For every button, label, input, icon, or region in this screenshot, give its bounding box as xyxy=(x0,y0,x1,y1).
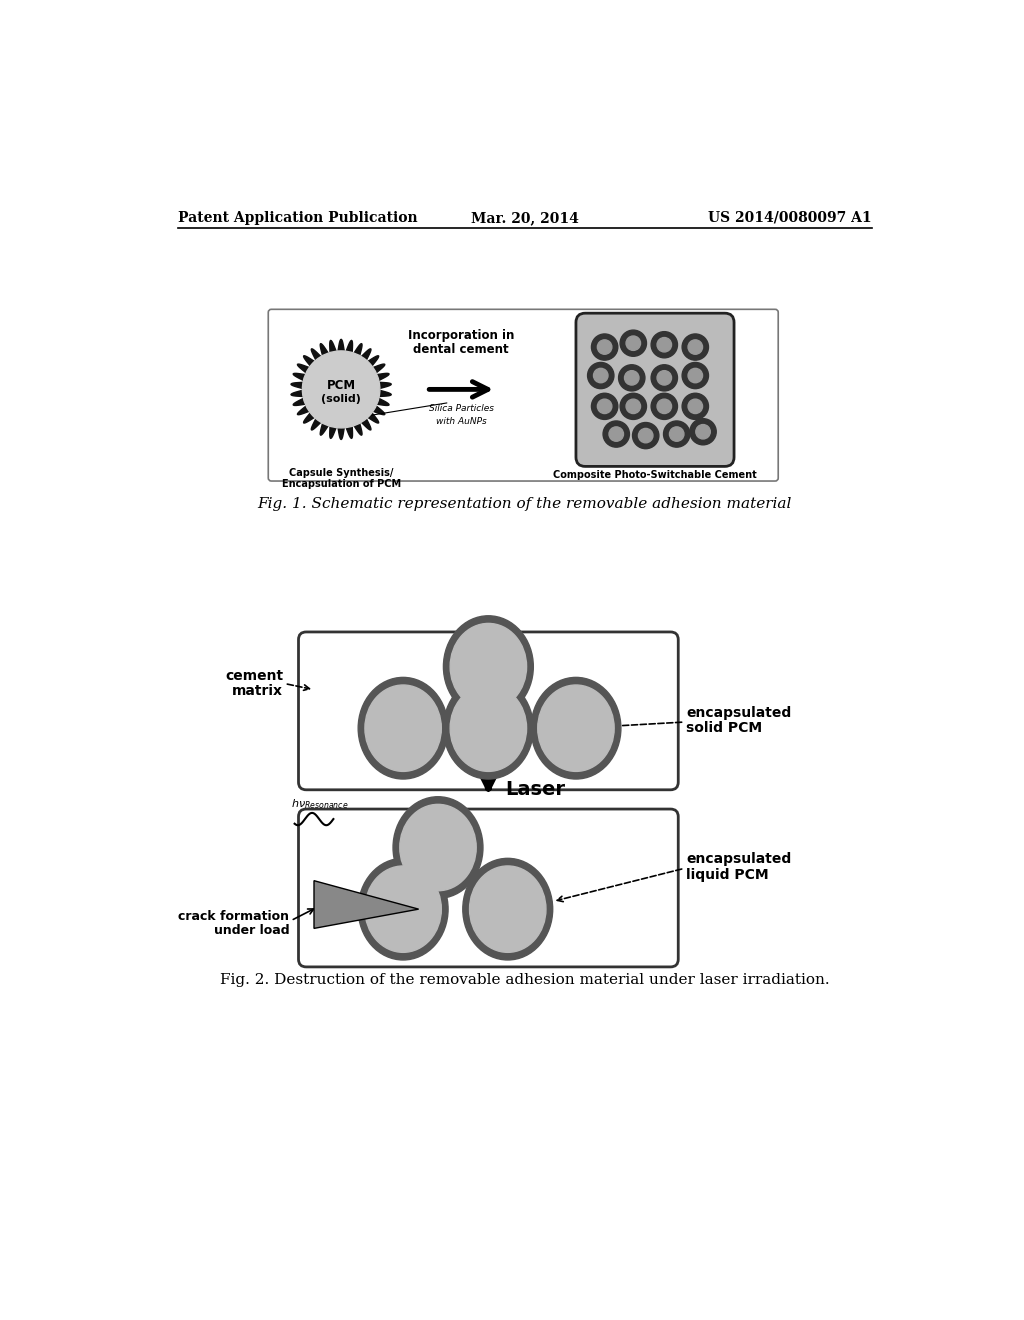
Ellipse shape xyxy=(443,677,534,779)
FancyBboxPatch shape xyxy=(575,313,734,466)
Text: Encapsulation of PCM: Encapsulation of PCM xyxy=(282,479,400,488)
Ellipse shape xyxy=(682,363,709,388)
Polygon shape xyxy=(314,880,419,928)
Ellipse shape xyxy=(690,418,716,445)
Ellipse shape xyxy=(443,615,534,718)
Ellipse shape xyxy=(657,371,672,385)
Text: Laser: Laser xyxy=(506,780,565,800)
Ellipse shape xyxy=(592,334,617,360)
Text: Incorporation in: Incorporation in xyxy=(408,329,514,342)
Text: crack formation: crack formation xyxy=(178,911,289,924)
Ellipse shape xyxy=(592,393,617,420)
Ellipse shape xyxy=(588,363,614,388)
Text: Mar. 20, 2014: Mar. 20, 2014 xyxy=(471,211,579,224)
Text: Fig. 1. Schematic representation of the removable adhesion material: Fig. 1. Schematic representation of the … xyxy=(258,498,792,511)
Ellipse shape xyxy=(626,337,641,350)
Ellipse shape xyxy=(365,685,441,771)
Text: Composite Photo-Switchable Cement: Composite Photo-Switchable Cement xyxy=(553,470,757,480)
Ellipse shape xyxy=(625,371,639,385)
Text: Fig. 2. Destruction of the removable adhesion material under laser irradiation.: Fig. 2. Destruction of the removable adh… xyxy=(220,973,829,987)
Text: encapsulated: encapsulated xyxy=(686,853,792,866)
Ellipse shape xyxy=(638,429,653,442)
Ellipse shape xyxy=(621,330,646,356)
Text: under load: under load xyxy=(214,924,289,937)
Ellipse shape xyxy=(657,338,672,352)
Ellipse shape xyxy=(603,421,630,447)
Text: encapsulated: encapsulated xyxy=(686,706,792,719)
Ellipse shape xyxy=(597,339,612,354)
Ellipse shape xyxy=(651,393,678,420)
Ellipse shape xyxy=(682,393,709,420)
Ellipse shape xyxy=(688,339,702,354)
Text: (solid): (solid) xyxy=(322,393,361,404)
Text: matrix: matrix xyxy=(232,684,283,698)
Text: liquid PCM: liquid PCM xyxy=(686,867,769,882)
Ellipse shape xyxy=(463,858,553,960)
Ellipse shape xyxy=(664,421,690,447)
Text: solid PCM: solid PCM xyxy=(686,721,762,735)
Ellipse shape xyxy=(531,677,621,779)
Ellipse shape xyxy=(358,858,449,960)
Ellipse shape xyxy=(695,425,711,440)
FancyBboxPatch shape xyxy=(299,809,678,966)
Ellipse shape xyxy=(651,331,678,358)
Ellipse shape xyxy=(538,685,614,771)
Ellipse shape xyxy=(626,399,641,413)
Text: Patent Application Publication: Patent Application Publication xyxy=(178,211,418,224)
Ellipse shape xyxy=(399,804,476,891)
FancyBboxPatch shape xyxy=(299,632,678,789)
Ellipse shape xyxy=(682,334,709,360)
Ellipse shape xyxy=(597,399,612,413)
Ellipse shape xyxy=(609,426,624,441)
Text: Capsule Synthesis/: Capsule Synthesis/ xyxy=(289,469,393,478)
Ellipse shape xyxy=(365,866,441,952)
Text: $h\nu_{Resonance}$: $h\nu_{Resonance}$ xyxy=(291,797,348,810)
Text: US 2014/0080097 A1: US 2014/0080097 A1 xyxy=(709,211,872,224)
Ellipse shape xyxy=(594,368,608,383)
Ellipse shape xyxy=(451,685,526,771)
Ellipse shape xyxy=(688,368,702,383)
Ellipse shape xyxy=(657,399,672,413)
Text: PCM: PCM xyxy=(327,379,355,392)
Ellipse shape xyxy=(688,399,702,413)
Text: cement: cement xyxy=(225,669,283,682)
Ellipse shape xyxy=(670,426,684,441)
Ellipse shape xyxy=(651,364,678,391)
Ellipse shape xyxy=(470,866,546,952)
Text: Silica Particles: Silica Particles xyxy=(429,404,494,413)
FancyBboxPatch shape xyxy=(268,309,778,480)
Ellipse shape xyxy=(358,677,449,779)
Ellipse shape xyxy=(302,351,380,428)
Polygon shape xyxy=(291,339,391,440)
Text: with AuNPs: with AuNPs xyxy=(436,417,486,426)
Ellipse shape xyxy=(621,393,646,420)
Text: dental cement: dental cement xyxy=(414,343,509,356)
Ellipse shape xyxy=(393,797,483,899)
Ellipse shape xyxy=(451,623,526,710)
Ellipse shape xyxy=(633,422,658,449)
Ellipse shape xyxy=(618,364,645,391)
